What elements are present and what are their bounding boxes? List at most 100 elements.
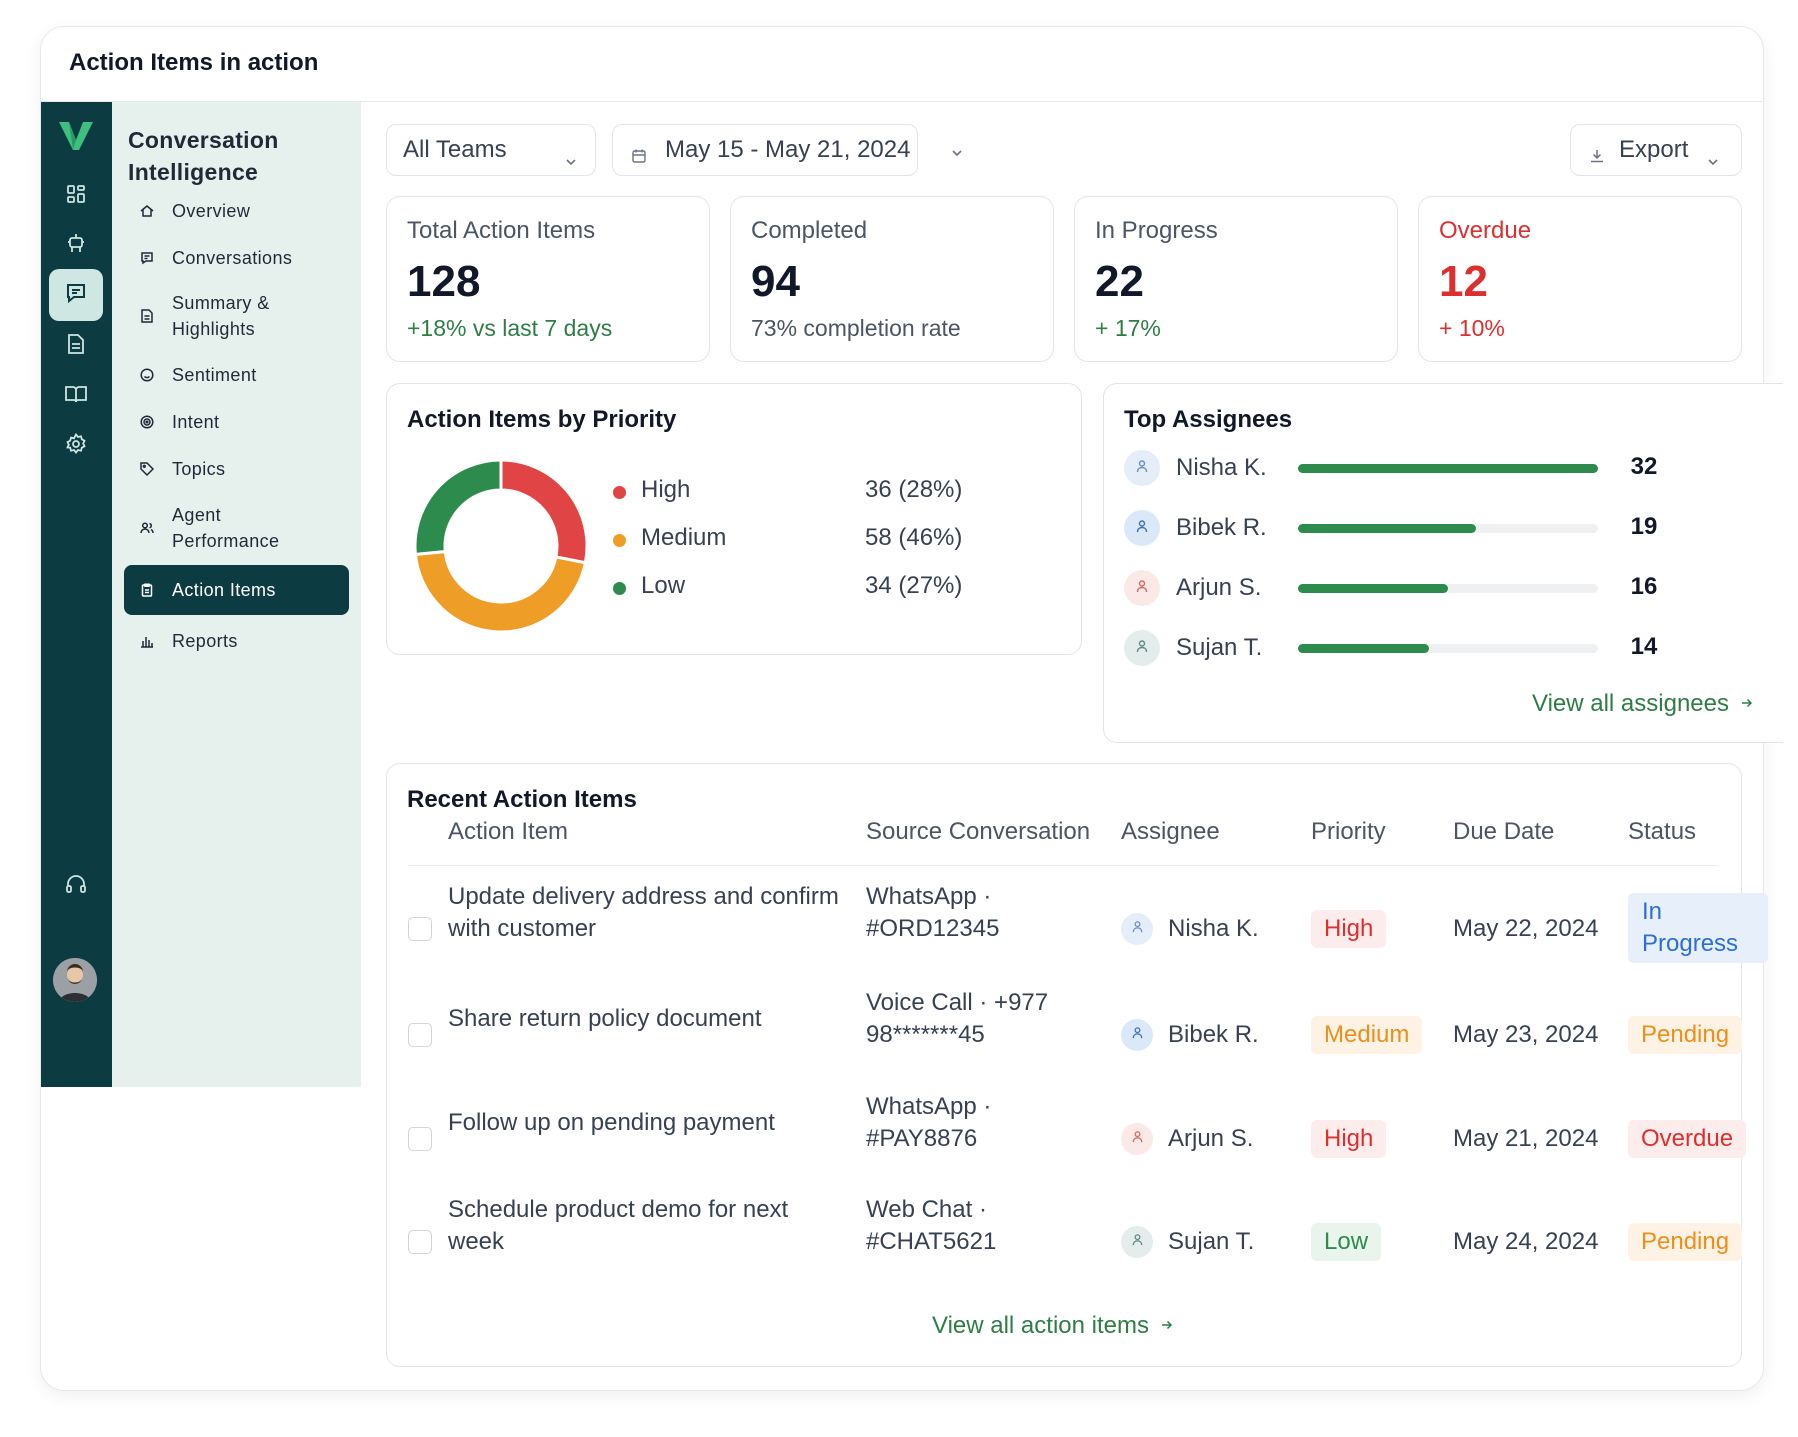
nav-item-label: Action Items: [172, 580, 276, 600]
assignee-count: 32: [1630, 453, 1658, 480]
rail-conversations-button[interactable]: [49, 269, 103, 321]
arrow-right-icon: [1161, 1317, 1173, 1335]
due-date: May 21, 2024: [1453, 1125, 1599, 1152]
column-header-priority[interactable]: Priority: [1311, 818, 1386, 845]
legend-value: 58 (46%): [865, 524, 963, 551]
nav-item-agent-performance[interactable]: Agent Performance: [124, 496, 349, 560]
priority-title: Action Items by Priority: [407, 406, 677, 433]
calendar-icon: [631, 143, 647, 171]
nav-item-action-items[interactable]: Action Items: [124, 565, 349, 615]
assignee-name: Nisha K.: [1168, 915, 1259, 942]
user-avatar[interactable]: [53, 958, 97, 1002]
rail-documents-button[interactable]: [49, 320, 103, 372]
row-checkbox[interactable]: [408, 1230, 432, 1254]
column-header-assignee[interactable]: Assignee: [1121, 818, 1220, 845]
rail-bot-button[interactable]: [49, 220, 103, 272]
nav-item-intent[interactable]: Intent: [124, 401, 349, 443]
legend-dot: [613, 534, 626, 547]
rail-dashboard-button[interactable]: [49, 170, 103, 222]
teams-select[interactable]: All Teams: [386, 124, 596, 176]
assignee-row[interactable]: Nisha K. 32: [1124, 448, 1684, 488]
user-icon: [1135, 579, 1149, 598]
assignee-row[interactable]: Sujan T. 14: [1124, 628, 1684, 668]
legend-value: 34 (27%): [865, 572, 963, 599]
source-conversation: WhatsApp · #ORD12345: [866, 883, 1000, 942]
view-all-assignees-link[interactable]: View all assignees: [1532, 690, 1753, 718]
side-nav: Conversation Intelligence Overview Conve…: [112, 102, 361, 1087]
legend-value: 36 (28%): [865, 476, 963, 503]
title-divider: [41, 101, 1763, 102]
chevron-down-icon: [565, 145, 577, 173]
tag-icon: [140, 462, 155, 477]
stat-change: + 10%: [1439, 315, 1505, 341]
stat-card-overdue: Overdue 12 + 10%: [1418, 196, 1742, 362]
nav-item-overview[interactable]: Overview: [124, 190, 349, 232]
row-checkbox[interactable]: [408, 1127, 432, 1151]
export-label: Export: [1619, 136, 1689, 163]
legend-item-low: Low 34 (27%): [613, 572, 993, 602]
stat-value: 22: [1095, 257, 1144, 306]
smile-icon: [140, 368, 154, 382]
donut-slice-low[interactable]: [413, 458, 503, 557]
rail-knowledge-button[interactable]: [49, 370, 103, 422]
avatar: [1121, 1226, 1153, 1258]
legend-label: High: [641, 476, 691, 503]
chat-icon: [140, 251, 154, 265]
nav-item-reports[interactable]: Reports: [124, 620, 349, 662]
assignee-name: Sujan T.: [1176, 634, 1263, 661]
priority-badge: High: [1311, 1120, 1387, 1158]
nav-item-sentiment[interactable]: Sentiment: [124, 354, 349, 396]
recent-action-items-panel: Recent Action Items: [386, 763, 1742, 1367]
column-header-source[interactable]: Source Conversation: [866, 818, 1091, 845]
bar-chart-icon: [140, 634, 154, 648]
stat-value: 128: [407, 257, 481, 306]
column-header-status[interactable]: Status: [1628, 818, 1697, 845]
assignee-name: Bibek R.: [1168, 1021, 1259, 1048]
row-checkbox[interactable]: [408, 917, 432, 941]
column-header-due-date[interactable]: Due Date: [1453, 818, 1555, 845]
gear-icon: [65, 432, 87, 460]
nav-item-topics[interactable]: Topics: [124, 448, 349, 490]
view-all-action-items-link[interactable]: View all action items: [932, 1312, 1173, 1340]
user-icon: [1135, 459, 1149, 478]
export-button[interactable]: Export: [1570, 124, 1742, 176]
book-icon: [65, 384, 87, 409]
home-icon: [140, 204, 154, 218]
nav-item-label: Agent Performance: [172, 505, 280, 551]
user-icon: [1135, 639, 1149, 658]
stat-change: 73% completion rate: [751, 315, 961, 341]
status-badge: Overdue: [1628, 1120, 1747, 1158]
assignee-bar-track: [1298, 584, 1598, 593]
rail-support-button[interactable]: [49, 860, 103, 912]
due-date: May 24, 2024: [1453, 1228, 1599, 1255]
document-icon: [140, 309, 154, 323]
avatar: [1121, 913, 1153, 945]
nav-item-label: Intent: [172, 412, 220, 432]
due-date: May 22, 2024: [1453, 915, 1599, 942]
nav-item-summary[interactable]: Summary & Highlights: [124, 284, 349, 348]
nav-item-label: Sentiment: [172, 365, 257, 385]
assignee-row[interactable]: Arjun S. 16: [1124, 568, 1684, 608]
chevron-down-icon[interactable]: [951, 144, 963, 162]
chevron-down-icon: [1707, 145, 1719, 173]
avatar: [1124, 450, 1160, 486]
nav-item-label: Overview: [172, 201, 251, 221]
status-badge: In Progress: [1628, 893, 1768, 963]
donut-slice-medium[interactable]: [413, 549, 588, 634]
grid-icon: [66, 184, 86, 209]
avatar: [1124, 570, 1160, 606]
date-range-select[interactable]: May 15 - May 21, 2024: [612, 124, 918, 176]
assignee-row[interactable]: Bibek R. 19: [1124, 508, 1684, 548]
legend-label: Low: [641, 572, 686, 599]
row-checkbox[interactable]: [408, 1023, 432, 1047]
column-header-action-item[interactable]: Action Item: [448, 818, 569, 845]
assignee-name: Sujan T.: [1168, 1228, 1255, 1255]
rail-settings-button[interactable]: [49, 420, 103, 472]
donut-slice-high[interactable]: [499, 458, 589, 565]
user-icon: [1131, 920, 1144, 938]
window-title: Action Items in action: [69, 49, 319, 76]
assignee-count: 19: [1630, 513, 1658, 540]
nav-item-conversations[interactable]: Conversations: [124, 237, 349, 279]
assignee-name: Bibek R.: [1176, 514, 1267, 541]
top-assignees-panel: Top Assignees Nisha K. 32 Bibek R. 19 Arjun …: [1103, 383, 1783, 743]
